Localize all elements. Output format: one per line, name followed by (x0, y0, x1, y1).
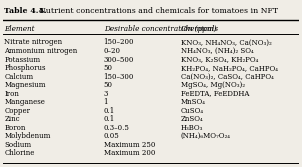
Text: MgSO₄, Mg(NO₃)₂: MgSO₄, Mg(NO₃)₂ (181, 81, 245, 89)
Text: Element: Element (5, 25, 35, 33)
Text: 300–500: 300–500 (104, 55, 134, 63)
Text: CuSO₄: CuSO₄ (181, 107, 204, 115)
Text: Chlorine: Chlorine (5, 149, 35, 157)
Text: Potassium: Potassium (5, 55, 41, 63)
Text: Calcium: Calcium (5, 72, 34, 80)
Text: Magnesium: Magnesium (5, 81, 46, 89)
Text: Desirable concentration (ppm): Desirable concentration (ppm) (104, 25, 216, 33)
Text: Chemicals: Chemicals (181, 25, 219, 33)
Text: H₃BO₃: H₃BO₃ (181, 124, 203, 132)
Text: 0.05: 0.05 (104, 132, 119, 140)
Text: ZnSO₄: ZnSO₄ (181, 115, 203, 123)
Text: KNO₃, NH₄NO₃, Ca(NO₃)₂: KNO₃, NH₄NO₃, Ca(NO₃)₂ (181, 38, 271, 46)
Text: Phosphorus: Phosphorus (5, 64, 46, 72)
Text: 3: 3 (104, 90, 108, 98)
Text: Molybdenum: Molybdenum (5, 132, 51, 140)
Text: FeEDTA, FeEDDHA: FeEDTA, FeEDDHA (181, 90, 249, 98)
Text: Nitrate nitrogen: Nitrate nitrogen (5, 38, 63, 46)
Text: 150–200: 150–200 (104, 38, 134, 46)
Text: 0.3–0.5: 0.3–0.5 (104, 124, 130, 132)
Text: (NH₄)₆MO₇O₂₄: (NH₄)₆MO₇O₂₄ (181, 132, 231, 140)
Text: Maximum 250: Maximum 250 (104, 141, 155, 149)
Text: 50: 50 (104, 81, 113, 89)
Text: MnSO₄: MnSO₄ (181, 98, 206, 106)
Text: Nutrient concentrations and chemicals for tomatoes in NFT: Nutrient concentrations and chemicals fo… (34, 7, 278, 15)
Text: 0.1: 0.1 (104, 115, 115, 123)
Text: Sodium: Sodium (5, 141, 32, 149)
Text: Table 4.4.: Table 4.4. (5, 7, 47, 15)
Text: 0–20: 0–20 (104, 47, 120, 55)
Text: Ammonium nitrogen: Ammonium nitrogen (5, 47, 78, 55)
Text: Iron: Iron (5, 90, 19, 98)
Text: 150–300: 150–300 (104, 72, 134, 80)
Text: 50: 50 (104, 64, 113, 72)
Text: KNO₃, K₂SO₄, KH₂PO₄: KNO₃, K₂SO₄, KH₂PO₄ (181, 55, 258, 63)
Text: 1: 1 (104, 98, 108, 106)
Text: Maximum 200: Maximum 200 (104, 149, 155, 157)
Text: Zinc: Zinc (5, 115, 20, 123)
Text: Copper: Copper (5, 107, 31, 115)
Text: Ca(NO₃)₂, CaSO₄, CaHPO₄: Ca(NO₃)₂, CaSO₄, CaHPO₄ (181, 72, 274, 80)
Text: Manganese: Manganese (5, 98, 45, 106)
Text: Boron: Boron (5, 124, 26, 132)
Text: KH₂PO₄, NaH₂PO₄, CaHPO₄: KH₂PO₄, NaH₂PO₄, CaHPO₄ (181, 64, 278, 72)
Text: 0.1: 0.1 (104, 107, 115, 115)
Text: NH₄NO₃, (NH₄)₂ SO₄: NH₄NO₃, (NH₄)₂ SO₄ (181, 47, 253, 55)
